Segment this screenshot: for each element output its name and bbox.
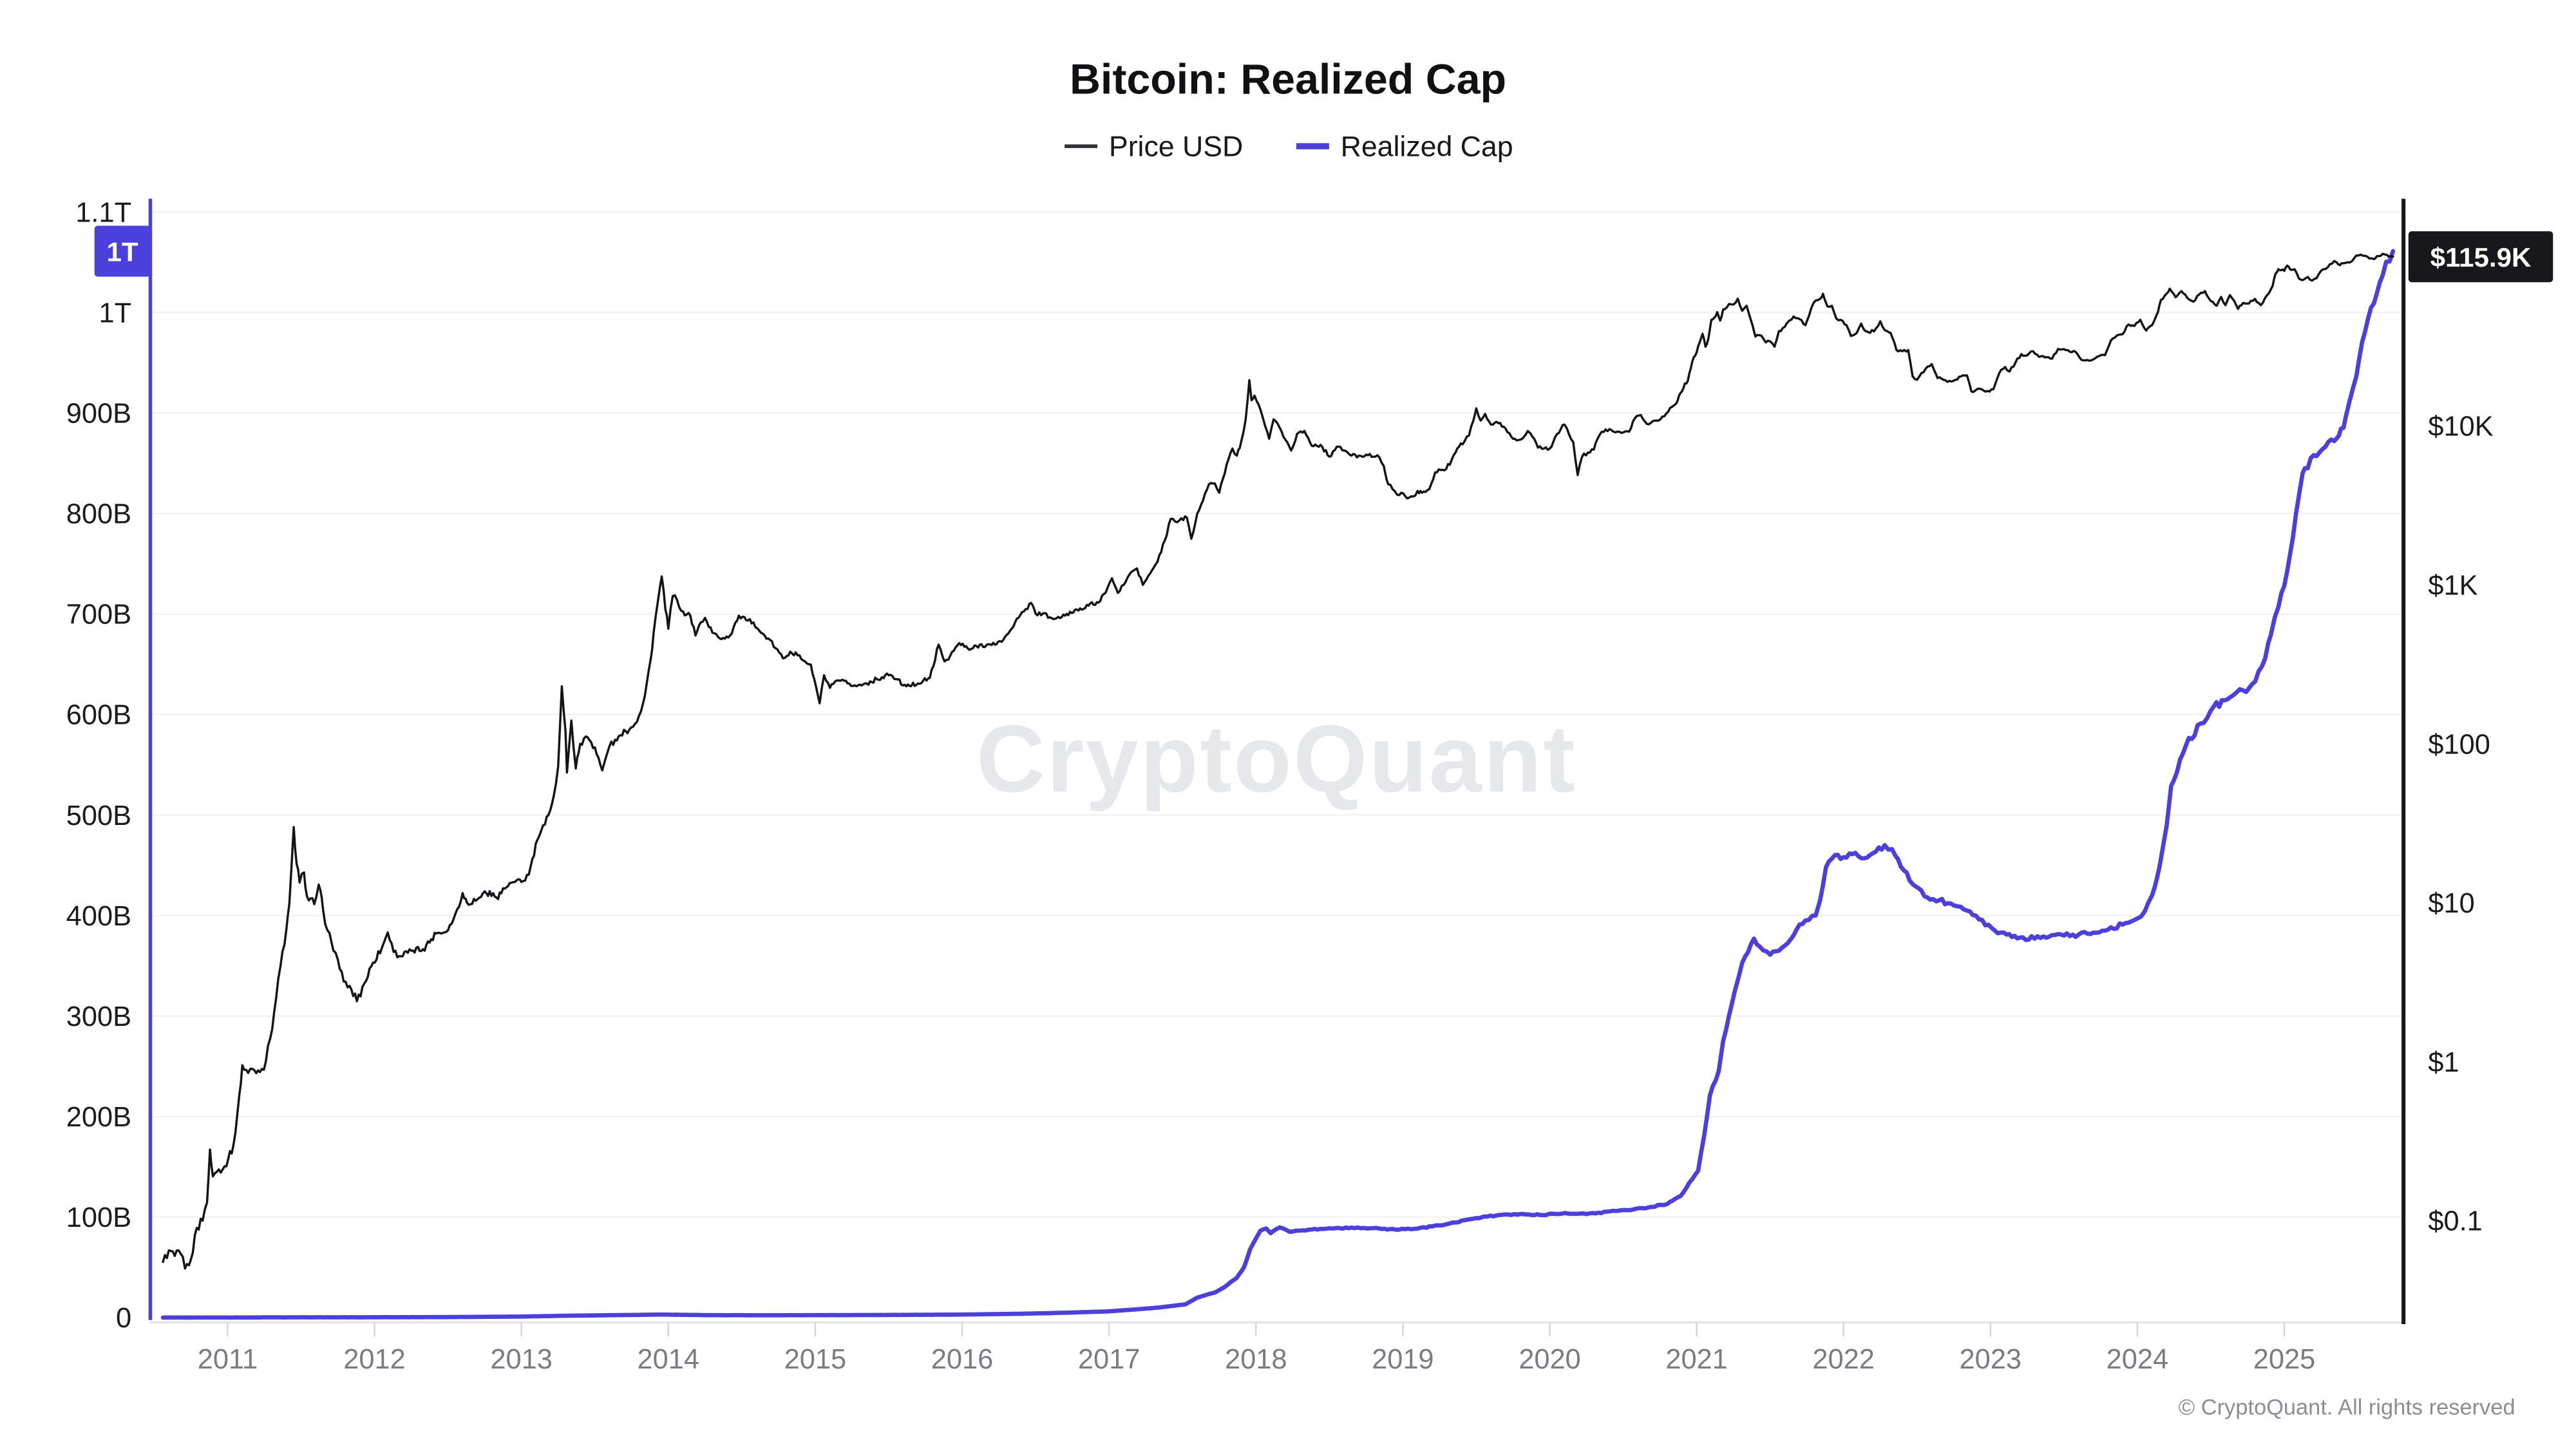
legend-item-price-usd[interactable]: Price USD bbox=[1109, 131, 1243, 162]
price-usd-line[interactable] bbox=[162, 252, 2394, 1270]
x-axis-ticks bbox=[227, 1322, 2286, 1337]
y-axis-right-labels: $0.1 $1 $10 $100 $1K $10K bbox=[2428, 412, 2493, 1237]
realized-cap-badge-label: 1T bbox=[106, 236, 138, 267]
y-right-tick-$1K: $1K bbox=[2428, 570, 2477, 601]
realized-cap-line[interactable] bbox=[160, 249, 2396, 1320]
y-left-tick-800B: 800B bbox=[66, 499, 131, 530]
x-tick-label-2012: 2012 bbox=[343, 1344, 405, 1375]
y-right-tick-$1: $1 bbox=[2428, 1047, 2459, 1078]
x-tick-label-2021: 2021 bbox=[1665, 1344, 1727, 1375]
x-tick-label-2014: 2014 bbox=[638, 1344, 699, 1375]
y-axis-left-labels: 0 100B 200B 300B 400B 500B 600B 700B 800B 900B 1T 1… bbox=[66, 197, 131, 1334]
y-left-tick-300B: 300B bbox=[66, 1001, 131, 1032]
x-tick-label-2020: 2020 bbox=[1519, 1344, 1580, 1375]
y-left-tick-600B: 600B bbox=[66, 700, 131, 731]
cryptoquant-watermark: CryptoQuant bbox=[976, 706, 1577, 812]
chart-title: Bitcoin: Realized Cap bbox=[1070, 55, 1506, 103]
y-left-tick-0: 0 bbox=[116, 1303, 131, 1334]
y-right-tick-$0.1: $0.1 bbox=[2428, 1206, 2482, 1237]
price-badge-label: $115.9K bbox=[2430, 242, 2532, 272]
gridlines bbox=[150, 211, 2404, 1324]
x-tick-label-2018: 2018 bbox=[1225, 1344, 1287, 1375]
y-right-tick-$10: $10 bbox=[2428, 888, 2474, 919]
x-tick-label-2022: 2022 bbox=[1812, 1344, 1874, 1375]
realized-cap-value-badge: 1T bbox=[94, 225, 151, 277]
y-left-tick-200B: 200B bbox=[66, 1102, 131, 1133]
y-left-tick-1.1T: 1.1T bbox=[75, 197, 131, 228]
x-tick-label-2019: 2019 bbox=[1372, 1344, 1434, 1375]
y-left-tick-400B: 400B bbox=[66, 901, 131, 932]
x-tick-label-2015: 2015 bbox=[784, 1344, 846, 1375]
price-value-badge: $115.9K bbox=[2408, 231, 2553, 283]
x-tick-label-2024: 2024 bbox=[2107, 1344, 2168, 1375]
y-right-tick-$10K: $10K bbox=[2428, 412, 2493, 442]
y-right-tick-$100: $100 bbox=[2428, 729, 2490, 760]
x-tick-label-2023: 2023 bbox=[1960, 1344, 2022, 1375]
y-left-tick-900B: 900B bbox=[66, 399, 131, 430]
x-tick-label-2017: 2017 bbox=[1078, 1344, 1140, 1375]
x-tick-label-2025: 2025 bbox=[2253, 1344, 2315, 1375]
legend-item-realized-cap[interactable]: Realized Cap bbox=[1341, 131, 1513, 162]
copyright-footer: © CryptoQuant. All rights reserved bbox=[2179, 1395, 2515, 1419]
x-tick-label-2016: 2016 bbox=[931, 1344, 993, 1375]
legend: Price USD Realized Cap bbox=[1065, 131, 1513, 162]
x-axis-labels: 2011 2012 2013 2014 2015 2016 2017 2018 2019 2020… bbox=[198, 1344, 2315, 1375]
y-left-tick-700B: 700B bbox=[66, 600, 131, 630]
x-tick-label-2013: 2013 bbox=[490, 1344, 552, 1375]
plot-area[interactable] bbox=[151, 194, 2403, 1324]
x-tick-label-2011: 2011 bbox=[198, 1344, 258, 1375]
y-left-tick-100B: 100B bbox=[66, 1202, 131, 1233]
y-left-tick-500B: 500B bbox=[66, 800, 131, 831]
y-left-tick-1T: 1T bbox=[99, 298, 131, 328]
